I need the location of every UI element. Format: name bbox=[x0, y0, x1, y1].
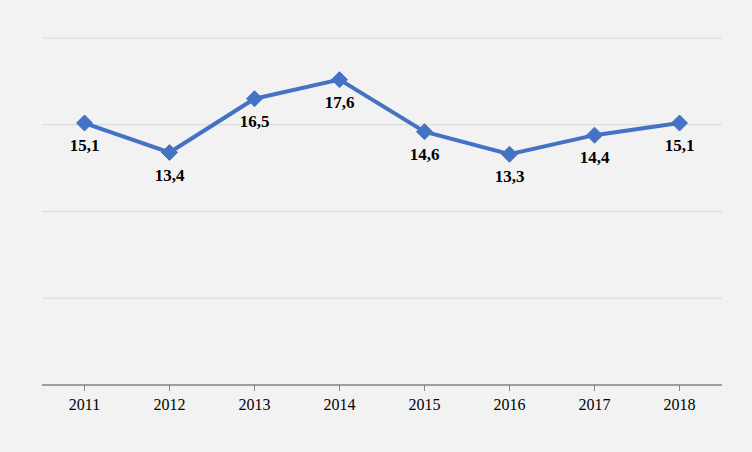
svg-text:16,5: 16,5 bbox=[240, 112, 270, 131]
svg-text:2011: 2011 bbox=[69, 396, 100, 413]
svg-text:13,4: 13,4 bbox=[155, 166, 185, 185]
svg-text:15,1: 15,1 bbox=[70, 136, 100, 155]
svg-text:2015: 2015 bbox=[409, 396, 441, 413]
svg-text:2017: 2017 bbox=[579, 396, 611, 413]
svg-text:2012: 2012 bbox=[154, 396, 186, 413]
svg-text:2014: 2014 bbox=[324, 396, 356, 413]
svg-text:14,6: 14,6 bbox=[410, 145, 440, 164]
svg-text:13,3: 13,3 bbox=[495, 167, 525, 186]
svg-text:17,6: 17,6 bbox=[325, 93, 355, 112]
svg-text:15,1: 15,1 bbox=[665, 136, 695, 155]
svg-text:14,4: 14,4 bbox=[580, 148, 610, 167]
svg-text:2016: 2016 bbox=[494, 396, 526, 413]
svg-text:2018: 2018 bbox=[664, 396, 696, 413]
svg-text:2013: 2013 bbox=[239, 396, 271, 413]
